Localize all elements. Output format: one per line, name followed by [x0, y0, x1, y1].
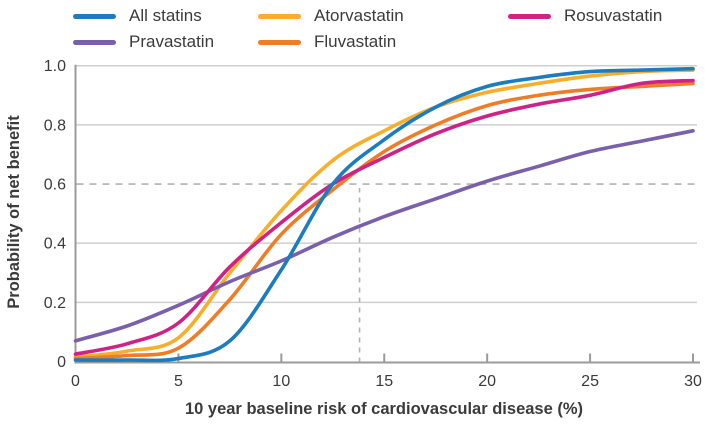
legend-item-atorvastatin: Atorvastatin [258, 6, 404, 26]
series-line-atorvastatin [73, 68, 695, 359]
legend-swatch-fluvastatin [258, 39, 301, 45]
x-tick-label-5: 5 [174, 373, 183, 390]
x-tick-label-0: 0 [71, 373, 80, 390]
y-tick-label-0: 0 [57, 354, 66, 371]
legend-label-all-statins: All statins [129, 6, 202, 25]
series-line-all-statins [73, 66, 695, 363]
legend-swatch-pravastatin [73, 39, 116, 45]
legend-item-rosuvastatin: Rosuvastatin [508, 6, 662, 26]
x-tick-label-15: 15 [375, 373, 393, 390]
legend-swatch-rosuvastatin [508, 13, 551, 19]
legend-swatch-all-statins [73, 13, 116, 19]
legend-swatch-atorvastatin [258, 13, 301, 19]
y-tick-label-0.6: 0.6 [44, 177, 66, 194]
grid-layer [76, 64, 697, 304]
legend-item-pravastatin: Pravastatin [73, 32, 214, 52]
y-tick-label-0.8: 0.8 [44, 117, 66, 134]
axis-layer [74, 64, 700, 364]
legend-label-atorvastatin: Atorvastatin [314, 6, 404, 25]
series-layer [73, 66, 695, 363]
x-tick-label-10: 10 [272, 373, 290, 390]
x-axis-title: 10 year baseline risk of cardiovascular … [185, 400, 583, 418]
x-tick-label-20: 20 [478, 373, 496, 390]
y-axis-title: Probability of net benefit [5, 115, 23, 309]
y-tick-label-0.2: 0.2 [44, 295, 66, 312]
series-line-rosuvastatin [73, 78, 695, 356]
chart-legend: All statins Atorvastatin Rosuvastatin Prava… [0, 0, 705, 56]
series-line-pravastatin [73, 129, 695, 343]
legend-item-fluvastatin: Fluvastatin [258, 32, 396, 52]
x-tick-label-30: 30 [684, 373, 702, 390]
legend-label-fluvastatin: Fluvastatin [314, 32, 397, 51]
x-tick-label-25: 25 [581, 373, 599, 390]
legend-label-rosuvastatin: Rosuvastatin [564, 6, 663, 25]
tick-label-layer: 0 0.2 0.4 0.6 0.8 1.0 0 5 10 15 20 25 30 [44, 58, 702, 390]
y-tick-label-0.4: 0.4 [44, 236, 66, 253]
legend-label-pravastatin: Pravastatin [129, 32, 215, 51]
legend-item-all-statins: All statins [73, 6, 202, 26]
series-line-fluvastatin [73, 81, 695, 361]
reference-lines-layer [76, 183, 700, 363]
y-tick-label-1.0: 1.0 [44, 58, 66, 75]
